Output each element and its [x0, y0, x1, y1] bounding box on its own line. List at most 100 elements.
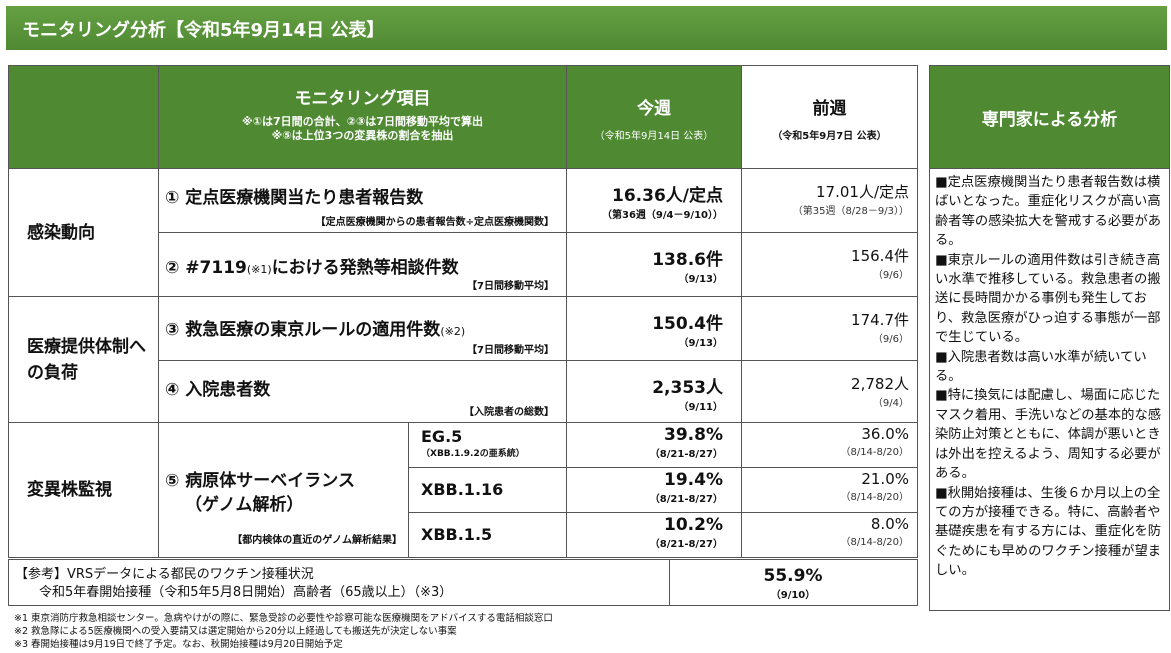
group-label: 変異株監視: [8, 422, 159, 558]
current: 39.8% （8/21-8/27）: [566, 422, 742, 468]
current-value: 39.8%: [664, 425, 723, 445]
current-value: 2,353人: [652, 378, 723, 398]
variant-name: EG.5 （XBB.1.9.2の亜系統）: [408, 422, 567, 468]
head-item-title: モニタリング項目: [294, 89, 431, 109]
variant-name-text: XBB.1.16: [421, 480, 504, 499]
current-sub: （第36週（9/4－9/10））: [601, 210, 723, 221]
reference-value: 55.9%: [763, 566, 823, 586]
expert-paragraph: ■定点医療機関当たり患者報告数は横ばいとなった。重症化リスクが高い高齢者等の感染…: [935, 175, 1162, 249]
variant-name-text: EG.5: [421, 427, 463, 446]
current-value: 10.2%: [664, 515, 723, 535]
current: 19.4% （8/21-8/27）: [566, 467, 742, 513]
item-text: ④ 入院患者数: [165, 380, 271, 400]
footnotes: ※1 東京消防庁救急相談センター。急病やけがの際に、緊急受診の必要性や診察可能な…: [14, 612, 914, 651]
footnote: ※1 東京消防庁救急相談センター。急病やけがの際に、緊急受診の必要性や診察可能な…: [14, 613, 553, 624]
previous-sub: （8/14-8/20）: [840, 537, 909, 548]
head-previous-date: （令和5年9月7日 公表）: [772, 131, 887, 142]
previous-value: 2,782人: [851, 375, 909, 393]
previous-value: 8.0%: [870, 515, 909, 533]
group-label: 医療提供体制への負荷: [8, 296, 159, 423]
head-current-date: （令和5年9月14日 公表）: [594, 131, 714, 142]
expert-paragraph: ■東京ルールの適用件数は引き続き高い水準で推移している。救急患者の搬送に長時間か…: [935, 252, 1161, 346]
head-note: ※①は7日間の合計、②③は7日間移動平均で算出: [242, 115, 483, 128]
current-value: 19.4%: [664, 470, 723, 490]
current-value: 16.36人/定点: [612, 186, 723, 206]
head-blank: [8, 65, 159, 169]
previous-value: 17.01人/定点: [816, 183, 909, 201]
footnote: ※3 春開始接種は9月19日で終了予定。なお、秋開始接種は9月20日開始予定: [14, 639, 343, 650]
page-title: モニタリング分析【令和5年9月14日 公表】: [6, 6, 1167, 50]
expert-paragraph: ■特に換気には配慮し、場面に応じたマスク着用、手洗いなどの基本的な感染防止対策と…: [935, 388, 1162, 482]
previous-value: 174.7件: [851, 311, 909, 329]
item-note: 【都内検体の直近のゲノム解析結果】: [232, 535, 402, 546]
reference-row: 【参考】VRSデータによる都民のワクチン接種状況 令和5年春開始接種（令和5年5…: [8, 559, 918, 606]
previous: 2,782人 （9/4）: [741, 360, 918, 423]
head-item: モニタリング項目 ※①は7日間の合計、②③は7日間移動平均で算出 ※⑤は上位3つ…: [158, 65, 567, 169]
item-mark: (※1): [246, 263, 272, 276]
previous-value: 21.0%: [861, 470, 909, 488]
current-sub: （9/13）: [678, 274, 723, 285]
item-text: （ゲノム解析）: [185, 495, 304, 515]
footnote: ※2 救急隊による5医療機関への受入要請又は選定開始から20分以上経過しても搬送…: [14, 626, 457, 637]
previous-sub: （8/14-8/20）: [840, 492, 909, 503]
current: 138.6件 （9/13）: [566, 232, 742, 297]
previous: 21.0% （8/14-8/20）: [741, 467, 918, 513]
group-label: 感染動向: [8, 168, 159, 297]
item-note: 【定点医療機関からの患者報告数÷定点医療機関数】: [315, 217, 554, 228]
item-mark: (※2): [440, 325, 466, 338]
head-current: 今週 （令和5年9月14日 公表）: [566, 65, 742, 169]
item-note: 【7日間移動平均】: [467, 345, 554, 356]
head-previous-title: 前週: [812, 99, 847, 119]
item-text: ⑤ 病原体サーベイランス: [165, 471, 355, 491]
current-value: 150.4件: [652, 314, 723, 334]
reference-line: 令和5年春開始接種（令和5年5月8日開始）高齢者（65歳以上）（※3）: [39, 585, 453, 600]
current-sub: （8/21-8/27）: [649, 539, 723, 550]
previous: 156.4件 （9/6）: [741, 232, 918, 297]
item-text: ② #7119: [165, 258, 247, 278]
current-sub: （9/11）: [678, 402, 723, 413]
item-text: ① 定点医療機関当たり患者報告数: [165, 188, 424, 208]
item: ③ 救急医療の東京ルールの適用件数(※2) 【7日間移動平均】: [158, 296, 567, 361]
item: ④ 入院患者数 【入院患者の総数】: [158, 360, 567, 423]
current: 2,353人 （9/11）: [566, 360, 742, 423]
expert-paragraph: ■入院患者数は高い水準が続いている。: [935, 349, 1147, 385]
divider: [669, 560, 670, 605]
current-sub: （8/21-8/27）: [649, 494, 723, 505]
item-note: 【入院患者の総数】: [464, 407, 554, 418]
reference-label: 【参考】VRSデータによる都民のワクチン接種状況 令和5年春開始接種（令和5年5…: [15, 566, 452, 602]
variant-name-text: XBB.1.5: [421, 525, 493, 544]
previous-sub: （8/14-8/20）: [840, 447, 909, 458]
expert-paragraph: ■秋開始接種は、生後６か月以上の全ての方が接種できる。特に、高齢者や基礎疾患を有…: [935, 485, 1162, 579]
reference-date: （9/10）: [770, 590, 816, 601]
previous: 8.0% （8/14-8/20）: [741, 512, 918, 558]
current-sub: （8/21-8/27）: [649, 449, 723, 460]
variant-sub: （XBB.1.9.2の亜系統）: [421, 449, 525, 459]
item-text: ③ 救急医療の東京ルールの適用件数: [165, 320, 441, 340]
reference-line: 【参考】VRSデータによる都民のワクチン接種状況: [15, 567, 314, 582]
previous: 17.01人/定点 （第35週（8/28－9/3））: [741, 168, 918, 233]
previous: 36.0% （8/14-8/20）: [741, 422, 918, 468]
item: ① 定点医療機関当たり患者報告数 【定点医療機関からの患者報告数÷定点医療機関数…: [158, 168, 567, 233]
previous-sub: （9/6）: [872, 270, 909, 281]
item: ② #7119(※1)における発熱等相談件数 【7日間移動平均】: [158, 232, 567, 297]
expert-title: 専門家による分析: [929, 65, 1170, 169]
variant-name: XBB.1.5: [408, 512, 567, 558]
head-note: ※⑤は上位3つの変異株の割合を抽出: [271, 129, 454, 142]
previous-value: 156.4件: [851, 247, 909, 265]
variant-name: XBB.1.16: [408, 467, 567, 513]
head-current-title: 今週: [637, 99, 671, 119]
current-sub: （9/13）: [678, 338, 723, 349]
current: 10.2% （8/21-8/27）: [566, 512, 742, 558]
previous-value: 36.0%: [861, 425, 909, 443]
reference-value-box: 55.9% （9/10）: [670, 566, 916, 601]
item-note: 【7日間移動平均】: [467, 281, 554, 292]
current: 150.4件 （9/13）: [566, 296, 742, 361]
previous-sub: （9/6）: [872, 334, 909, 345]
previous: 174.7件 （9/6）: [741, 296, 918, 361]
previous-sub: （第35週（8/28－9/3））: [792, 206, 909, 217]
current-value: 138.6件: [652, 250, 723, 270]
head-notes: ※①は7日間の合計、②③は7日間移動平均で算出 ※⑤は上位3つの変異株の割合を抽…: [159, 115, 566, 143]
head-previous: 前週 （令和5年9月7日 公表）: [741, 65, 918, 169]
current: 16.36人/定点 （第36週（9/4－9/10））: [566, 168, 742, 233]
